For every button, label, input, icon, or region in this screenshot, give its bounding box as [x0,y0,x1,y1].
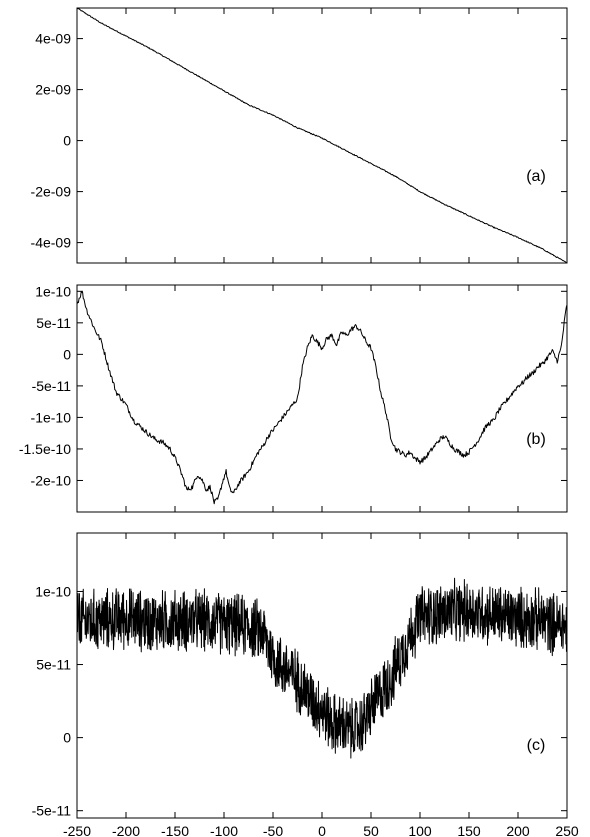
panel-a: -4e-09 -2e-09 0 2e-09 4e-09 (a) [31,7,568,264]
panel-a-frame [76,7,568,264]
panel-a-series-line [77,8,567,263]
panel-a-y-tick-label: 0 [63,133,71,149]
panel-c-y-tick-label: -5e-11 [32,803,72,819]
panel-b-y-tick-label: -5e-11 [32,378,72,394]
panel-a-y-tick-label: -2e-09 [31,184,72,200]
panel-b-y-tick-label: 1e-10 [35,283,71,299]
panel-b: -2e-10 -1.5e-10 -1e-10 -5e-11 0 5e-11 1e-10 (b) [19,283,568,513]
panel-c-x-tick-label: 50 [363,823,379,837]
panel-b-y-tick-label: -1.5e-10 [19,441,71,457]
panel-a-y-tick-label: 2e-09 [35,82,71,98]
panel-c-label: (c) [527,737,546,754]
panel-c-x-tick-label: -150 [161,823,189,837]
panel-a-y-tick-label: -4e-09 [31,235,72,251]
panel-b-y-tick-label: -1e-10 [31,409,72,425]
panel-a-y-tick-label: 4e-09 [35,31,71,47]
panel-b-y-tick-label: 0 [63,346,71,362]
panel-a-label: (a) [526,168,546,185]
panel-c-x-tick-label: -100 [210,823,238,837]
panel-c-y-tick-label: 5e-11 [36,657,71,673]
panel-c: -5e-11 0 5e-11 1e-10 -250 -200 -150 -100 -50 0 50 1… [32,532,579,837]
panel-c-frame [76,532,568,819]
panel-c-x-tick-label: -200 [112,823,140,837]
panel-c-x-tick-label: 0 [318,823,326,837]
panel-b-y-tick-label: 5e-11 [36,315,71,331]
panel-c-x-tick-label: 250 [555,823,579,837]
panel-b-y-tick-label: -2e-10 [31,472,72,488]
panel-c-x-tick-label: 200 [506,823,530,837]
panel-b-series-line [77,291,567,505]
panel-c-x-tick-label: -50 [263,823,283,837]
panel-b-frame [76,284,568,513]
panel-c-series-line [77,577,567,759]
panel-c-x-tick-label: 150 [457,823,481,837]
panel-c-y-tick-label: 1e-10 [35,583,71,599]
panel-c-y-tick-label: 0 [63,730,71,746]
panel-b-label: (b) [526,431,546,448]
panel-c-x-tick-label: -250 [63,823,91,837]
panel-c-x-tick-label: 100 [408,823,432,837]
